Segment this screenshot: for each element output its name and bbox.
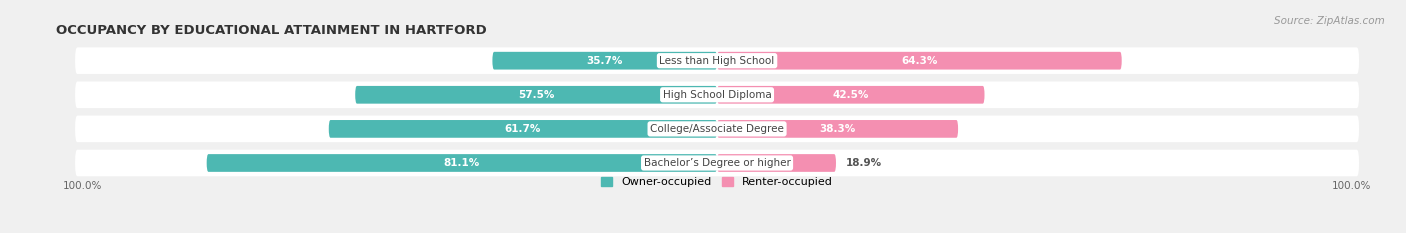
Legend: Owner-occupied, Renter-occupied: Owner-occupied, Renter-occupied (600, 177, 834, 187)
Text: Source: ZipAtlas.com: Source: ZipAtlas.com (1274, 16, 1385, 26)
FancyBboxPatch shape (207, 154, 717, 172)
FancyBboxPatch shape (75, 150, 1360, 176)
FancyBboxPatch shape (717, 120, 957, 138)
Text: 100.0%: 100.0% (1333, 182, 1372, 191)
FancyBboxPatch shape (356, 86, 717, 104)
FancyBboxPatch shape (75, 47, 1360, 74)
Text: 81.1%: 81.1% (444, 158, 479, 168)
Text: 35.7%: 35.7% (586, 56, 623, 66)
FancyBboxPatch shape (717, 52, 1122, 70)
FancyBboxPatch shape (329, 120, 717, 138)
FancyBboxPatch shape (75, 116, 1360, 142)
FancyBboxPatch shape (717, 154, 837, 172)
Text: Bachelor’s Degree or higher: Bachelor’s Degree or higher (644, 158, 790, 168)
Text: High School Diploma: High School Diploma (662, 90, 772, 100)
Text: 64.3%: 64.3% (901, 56, 938, 66)
FancyBboxPatch shape (75, 82, 1360, 108)
Text: 42.5%: 42.5% (832, 90, 869, 100)
Text: 61.7%: 61.7% (505, 124, 541, 134)
Text: OCCUPANCY BY EDUCATIONAL ATTAINMENT IN HARTFORD: OCCUPANCY BY EDUCATIONAL ATTAINMENT IN H… (56, 24, 486, 37)
FancyBboxPatch shape (717, 86, 984, 104)
Text: 100.0%: 100.0% (62, 182, 101, 191)
Text: 38.3%: 38.3% (820, 124, 856, 134)
Text: 57.5%: 57.5% (517, 90, 554, 100)
FancyBboxPatch shape (492, 52, 717, 70)
Text: 18.9%: 18.9% (845, 158, 882, 168)
Text: Less than High School: Less than High School (659, 56, 775, 66)
Text: College/Associate Degree: College/Associate Degree (650, 124, 785, 134)
